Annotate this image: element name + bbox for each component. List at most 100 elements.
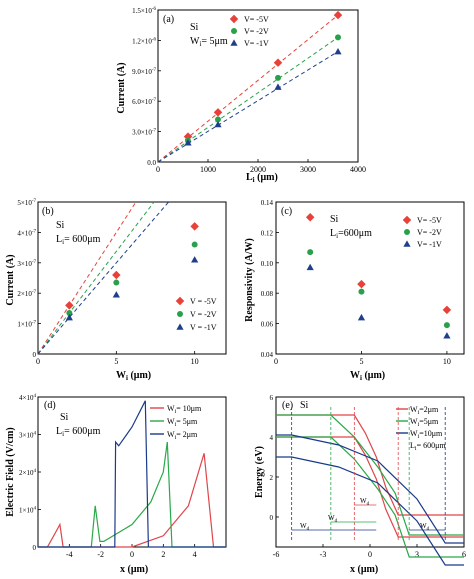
- panel-d-ticks: -4 -2 0 2 4 0 1×104 2×104 3×104 4×104: [19, 394, 197, 559]
- panel-b-series: [37, 201, 199, 355]
- data-point: [306, 263, 314, 271]
- panel-d-param: Li= 600μm: [56, 426, 101, 438]
- y-tick-label: 0.10: [261, 260, 274, 268]
- panel-d-tag: (d): [44, 400, 56, 411]
- width-label: Wd: [328, 514, 338, 524]
- x-tick-label: -2: [97, 550, 104, 559]
- x-tick-label: 10: [443, 357, 451, 366]
- data-point: [442, 305, 452, 315]
- data-point: [333, 10, 343, 20]
- data-point: [335, 34, 341, 41]
- legend-label: V = -5V: [190, 297, 217, 306]
- fit-line: [157, 14, 339, 163]
- x-tick-label: 5: [359, 357, 363, 366]
- panel-e-depletion-widths: Wd Wd Wd Wd: [291, 407, 446, 542]
- legend-label: Wi=10μm: [410, 429, 443, 440]
- panel-b-xlabel: Wi (μm): [116, 370, 151, 382]
- legend-marker: [175, 296, 185, 306]
- legend-marker: [230, 39, 238, 46]
- data-point: [307, 249, 314, 256]
- data-point: [112, 270, 121, 280]
- fit-line: [157, 36, 339, 163]
- data-point: [184, 139, 192, 146]
- x-tick-label: 0: [274, 357, 278, 366]
- data-point: [443, 322, 450, 329]
- x-tick-label: 4000: [350, 165, 366, 174]
- panel-a-ylabel: Current (A): [116, 62, 127, 113]
- data-point: [214, 120, 222, 128]
- data-point: [274, 83, 282, 90]
- field-curve: [38, 453, 226, 548]
- y-tick-label: 0: [270, 514, 274, 522]
- y-tick-label: 3.0×10-7: [132, 129, 156, 137]
- panel-d-ylabel: Electric Field (V/cm): [5, 427, 16, 516]
- x-tick-label: 5: [114, 357, 118, 366]
- legend-marker: [402, 215, 412, 225]
- panel-e-material: Si: [300, 400, 309, 411]
- legend-label: Wi= 10μm: [167, 404, 202, 415]
- data-point: [113, 279, 120, 286]
- data-point: [191, 241, 198, 248]
- y-tick-label: 0.04: [261, 351, 274, 359]
- panel-e: -6 -3 0 3 6 0 2 4 6 (e) Si Wi=2μmWi=5μmWi=10μmLi…: [254, 394, 466, 575]
- y-tick-label: 0.12: [261, 229, 274, 237]
- y-tick-label: 1×10-7: [17, 321, 36, 329]
- field-curve: [38, 400, 226, 548]
- legend-marker: [176, 323, 184, 330]
- panel-b-plot-frame: [37, 201, 227, 355]
- x-tick-label: 1000: [200, 165, 216, 174]
- legend-label: V= -5V: [417, 216, 442, 225]
- data-point: [357, 313, 366, 321]
- x-tick-label: 4: [193, 550, 197, 559]
- data-point: [191, 256, 199, 263]
- panel-c-ticks: 0 5 10 0.04 0.06 0.08 0.10 0.12 0.14: [261, 199, 451, 366]
- legend-label: V= -1V: [244, 39, 269, 48]
- panel-a-xlabel: Li (μm): [246, 172, 278, 184]
- panel-a-ticks: 0 1000 2000 3000 4000 0.0 3.0×10-7 6.0×10-7 9.0×…: [132, 7, 366, 174]
- data-point: [66, 309, 73, 316]
- panel-c-legend: V= -5V V= -2V V= -1V: [402, 215, 442, 249]
- panel-c-param: Li=600μm: [330, 228, 372, 240]
- data-point: [275, 74, 281, 81]
- legend-label: V= -2V: [244, 27, 269, 36]
- panel-b-ylabel: Current (A): [5, 254, 16, 305]
- legend-label: V= -5V: [244, 15, 269, 24]
- panel-b-param: Li= 600μm: [56, 234, 101, 246]
- legend-marker: [231, 28, 237, 34]
- panel-c: 0 5 10 0.04 0.06 0.08 0.10 0.12 0.14 (c) Si Li=6…: [244, 199, 465, 382]
- y-tick-label: 1×104: [19, 507, 36, 515]
- y-tick-label: 0.06: [261, 321, 274, 329]
- y-tick-label: 5×10-7: [17, 199, 36, 207]
- panel-e-ylabel: Energy (eV): [254, 446, 265, 498]
- x-tick-label: 2000: [250, 165, 266, 174]
- panel-b-tag: (b): [42, 206, 54, 217]
- data-point: [215, 116, 221, 123]
- data-point: [273, 58, 283, 67]
- panel-a-legend: V= -5V V= -2V V= -1V: [229, 14, 269, 48]
- y-tick-label: 1.5×10-6: [132, 7, 156, 15]
- legend-label: V = -2V: [190, 310, 217, 319]
- legend-label: Wi= 5μm: [167, 417, 198, 428]
- panel-e-ticks: -6 -3 0 3 6 0 2 4 6: [270, 394, 467, 559]
- y-tick-label: 0.14: [261, 199, 274, 207]
- panel-e-xlabel: x (μm): [350, 564, 378, 575]
- panel-b-material: Si: [56, 220, 65, 231]
- width-label: Wd: [300, 522, 310, 532]
- panel-c-xlabel: Wi (μm): [350, 370, 385, 382]
- x-tick-label: 0: [156, 165, 160, 174]
- panel-a-param: Wi= 5μm: [190, 36, 228, 48]
- legend-marker: [177, 311, 183, 317]
- legend-label: V= -1V: [417, 240, 442, 249]
- panel-b-legend: V = -5V V = -2V V = -1V: [175, 296, 217, 332]
- legend-marker: [229, 14, 239, 24]
- data-point: [190, 222, 199, 231]
- y-tick-label: 2×104: [19, 469, 36, 477]
- x-tick-label: 6: [462, 550, 466, 559]
- band-curve-lower: [276, 436, 464, 558]
- legend-label: Wi=5μm: [410, 417, 439, 428]
- band-curve-lower: [276, 456, 464, 566]
- data-point: [65, 301, 74, 310]
- y-tick-label: 2: [270, 474, 274, 482]
